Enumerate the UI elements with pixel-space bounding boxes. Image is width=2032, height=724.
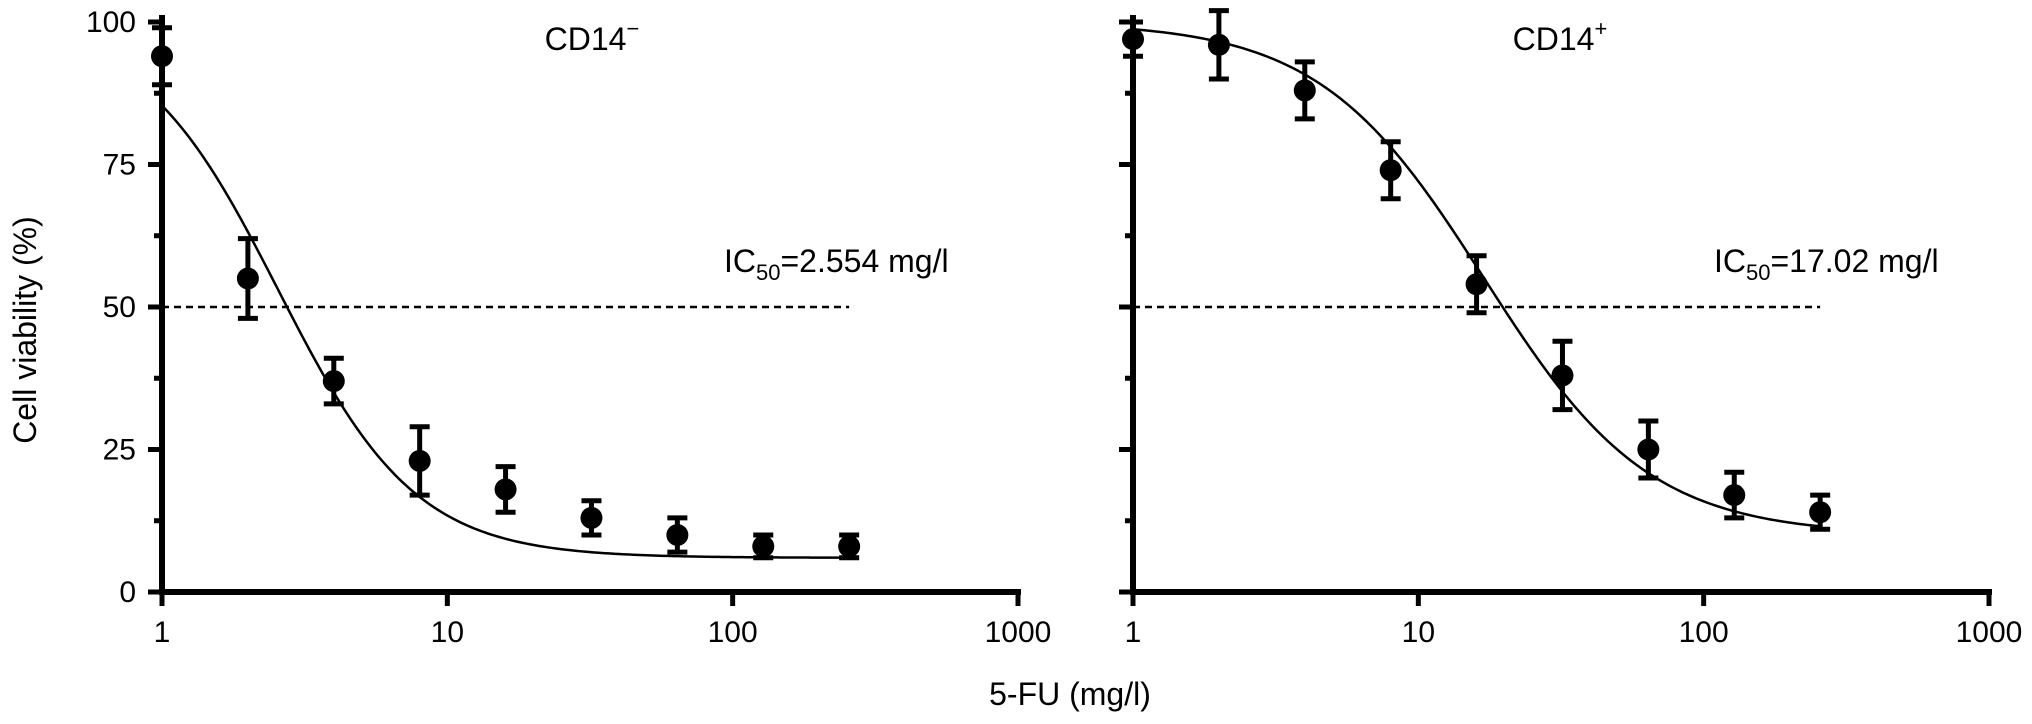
- x-tick-label: 1: [154, 616, 171, 649]
- data-point: [752, 535, 775, 558]
- panel-title: CD14+: [1513, 16, 1608, 57]
- panel-title: CD14−: [545, 16, 640, 57]
- panel-title-superscript: −: [626, 16, 639, 41]
- panel-title-main: CD14: [1513, 21, 1595, 57]
- data-point-group: [1122, 19, 1144, 59]
- ic50-value: =17.02 mg/l: [1770, 243, 1938, 279]
- y-axis-title: Cell viability (%): [7, 216, 43, 444]
- ic50-annotation: IC50=17.02 mg/l: [1714, 243, 1939, 285]
- panel-cd14-positive: 1 10 100 1000 CD14+ IC50=17.02 mg/l: [1119, 8, 2023, 649]
- data-point-group: [1207, 8, 1230, 82]
- data-point: [1293, 79, 1316, 102]
- ic50-prefix: IC: [724, 243, 756, 279]
- panel-title-superscript: +: [1594, 16, 1607, 41]
- x-tick-label: 10: [1402, 616, 1435, 649]
- y-tick-label: 0: [119, 576, 136, 609]
- ic50-subscript: 50: [1746, 260, 1770, 285]
- data-point: [1207, 33, 1230, 56]
- panel-title-main: CD14: [545, 21, 627, 57]
- ic50-subscript: 50: [756, 260, 780, 285]
- data-point: [1809, 501, 1832, 524]
- data-point-group: [752, 532, 775, 561]
- data-point: [1723, 484, 1746, 507]
- ic50-annotation: IC50=2.554 mg/l: [724, 243, 949, 285]
- data-point-group: [494, 464, 517, 515]
- data-point-group: [1379, 139, 1402, 202]
- ic50-value: =2.554 mg/l: [780, 243, 948, 279]
- data-point-group: [838, 532, 861, 561]
- data-point-group: [1637, 418, 1660, 481]
- data-point-group: [1551, 338, 1574, 413]
- x-tick-label: 1000: [985, 616, 1052, 649]
- data-point: [236, 267, 259, 290]
- data-point-group: [322, 355, 345, 407]
- data-point: [322, 370, 345, 393]
- data-point: [666, 524, 689, 546]
- data-point: [1637, 438, 1660, 461]
- data-point: [838, 535, 861, 558]
- data-point: [1122, 28, 1144, 51]
- data-point: [1379, 159, 1402, 182]
- data-point: [408, 449, 431, 472]
- data-point-group: [236, 236, 259, 321]
- data-point-group: [1809, 492, 1832, 532]
- data-point: [151, 45, 173, 68]
- x-tick-label: 1: [1125, 616, 1142, 649]
- y-tick-label: 25: [103, 434, 136, 467]
- data-point: [580, 506, 603, 529]
- data-point-group: [151, 25, 173, 88]
- x-tick-label: 10: [431, 616, 464, 649]
- data-point-group: [580, 498, 603, 538]
- data-point-group: [1723, 469, 1746, 521]
- data-point: [494, 478, 517, 501]
- data-point: [1551, 364, 1574, 387]
- data-point-group: [1465, 253, 1488, 316]
- fit-curve: [161, 104, 850, 559]
- x-tick-label: 100: [1679, 616, 1729, 649]
- data-point-group: [666, 515, 689, 555]
- ic50-prefix: IC: [1714, 243, 1746, 279]
- y-tick-label: 75: [103, 149, 136, 182]
- data-point: [1465, 273, 1488, 296]
- data-point-group: [408, 424, 431, 498]
- data-point-group: [1293, 59, 1316, 122]
- x-tick-label: 1000: [1956, 616, 2023, 649]
- y-tick-label: 100: [86, 6, 136, 39]
- y-tick-label: 50: [103, 291, 136, 324]
- x-axis-title: 5-FU (mg/l): [989, 676, 1151, 712]
- x-tick-label: 100: [708, 616, 758, 649]
